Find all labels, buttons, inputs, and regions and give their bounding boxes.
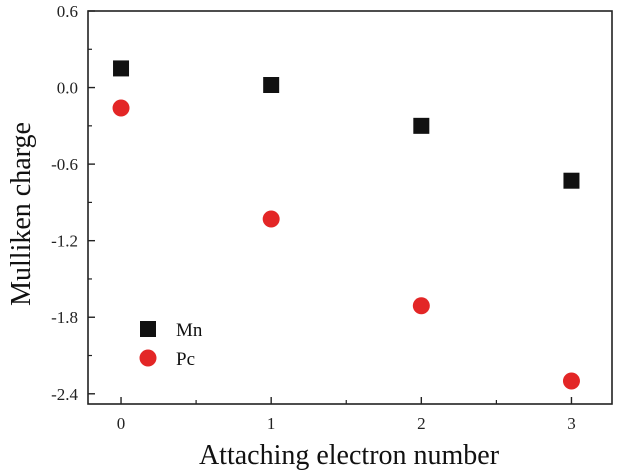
tick-labels: 0 1 2 3 0.6 0.0 -0.6 -1.2 -1.8 -2.4 (51, 2, 576, 433)
y-tick-label: -0.6 (51, 155, 78, 174)
x-axis-title: Attaching electron number (199, 440, 500, 471)
data-point-mn (263, 77, 280, 94)
y-tick-label: -1.8 (51, 308, 78, 327)
y-tick-label: -1.2 (51, 232, 78, 251)
legend-label-pc: Pc (176, 349, 195, 370)
x-tick-label: 0 (117, 414, 126, 433)
x-tick-label: 3 (567, 414, 576, 433)
legend: Mn Pc (139, 320, 203, 370)
data-point-mn (563, 172, 580, 189)
x-tick-label: 2 (417, 414, 426, 433)
data-point-mn (413, 117, 430, 134)
series-layer (112, 60, 580, 390)
x-tick-label: 1 (267, 414, 276, 433)
data-point-pc (412, 297, 430, 315)
data-point-pc (562, 372, 580, 390)
data-point-mn (113, 60, 130, 77)
y-tick-label: 0.6 (57, 2, 78, 21)
data-point-pc (262, 210, 280, 228)
y-tick-label: 0.0 (57, 79, 78, 98)
legend-marker-mn (140, 321, 156, 337)
legend-marker-pc (139, 349, 157, 367)
legend-label-mn: Mn (176, 320, 203, 341)
plot-frame (87, 10, 613, 405)
y-tick-label: -2.4 (51, 385, 78, 404)
data-point-pc (112, 99, 130, 117)
major-ticks (88, 10, 573, 404)
y-axis-title: Mulliken charge (6, 122, 37, 306)
